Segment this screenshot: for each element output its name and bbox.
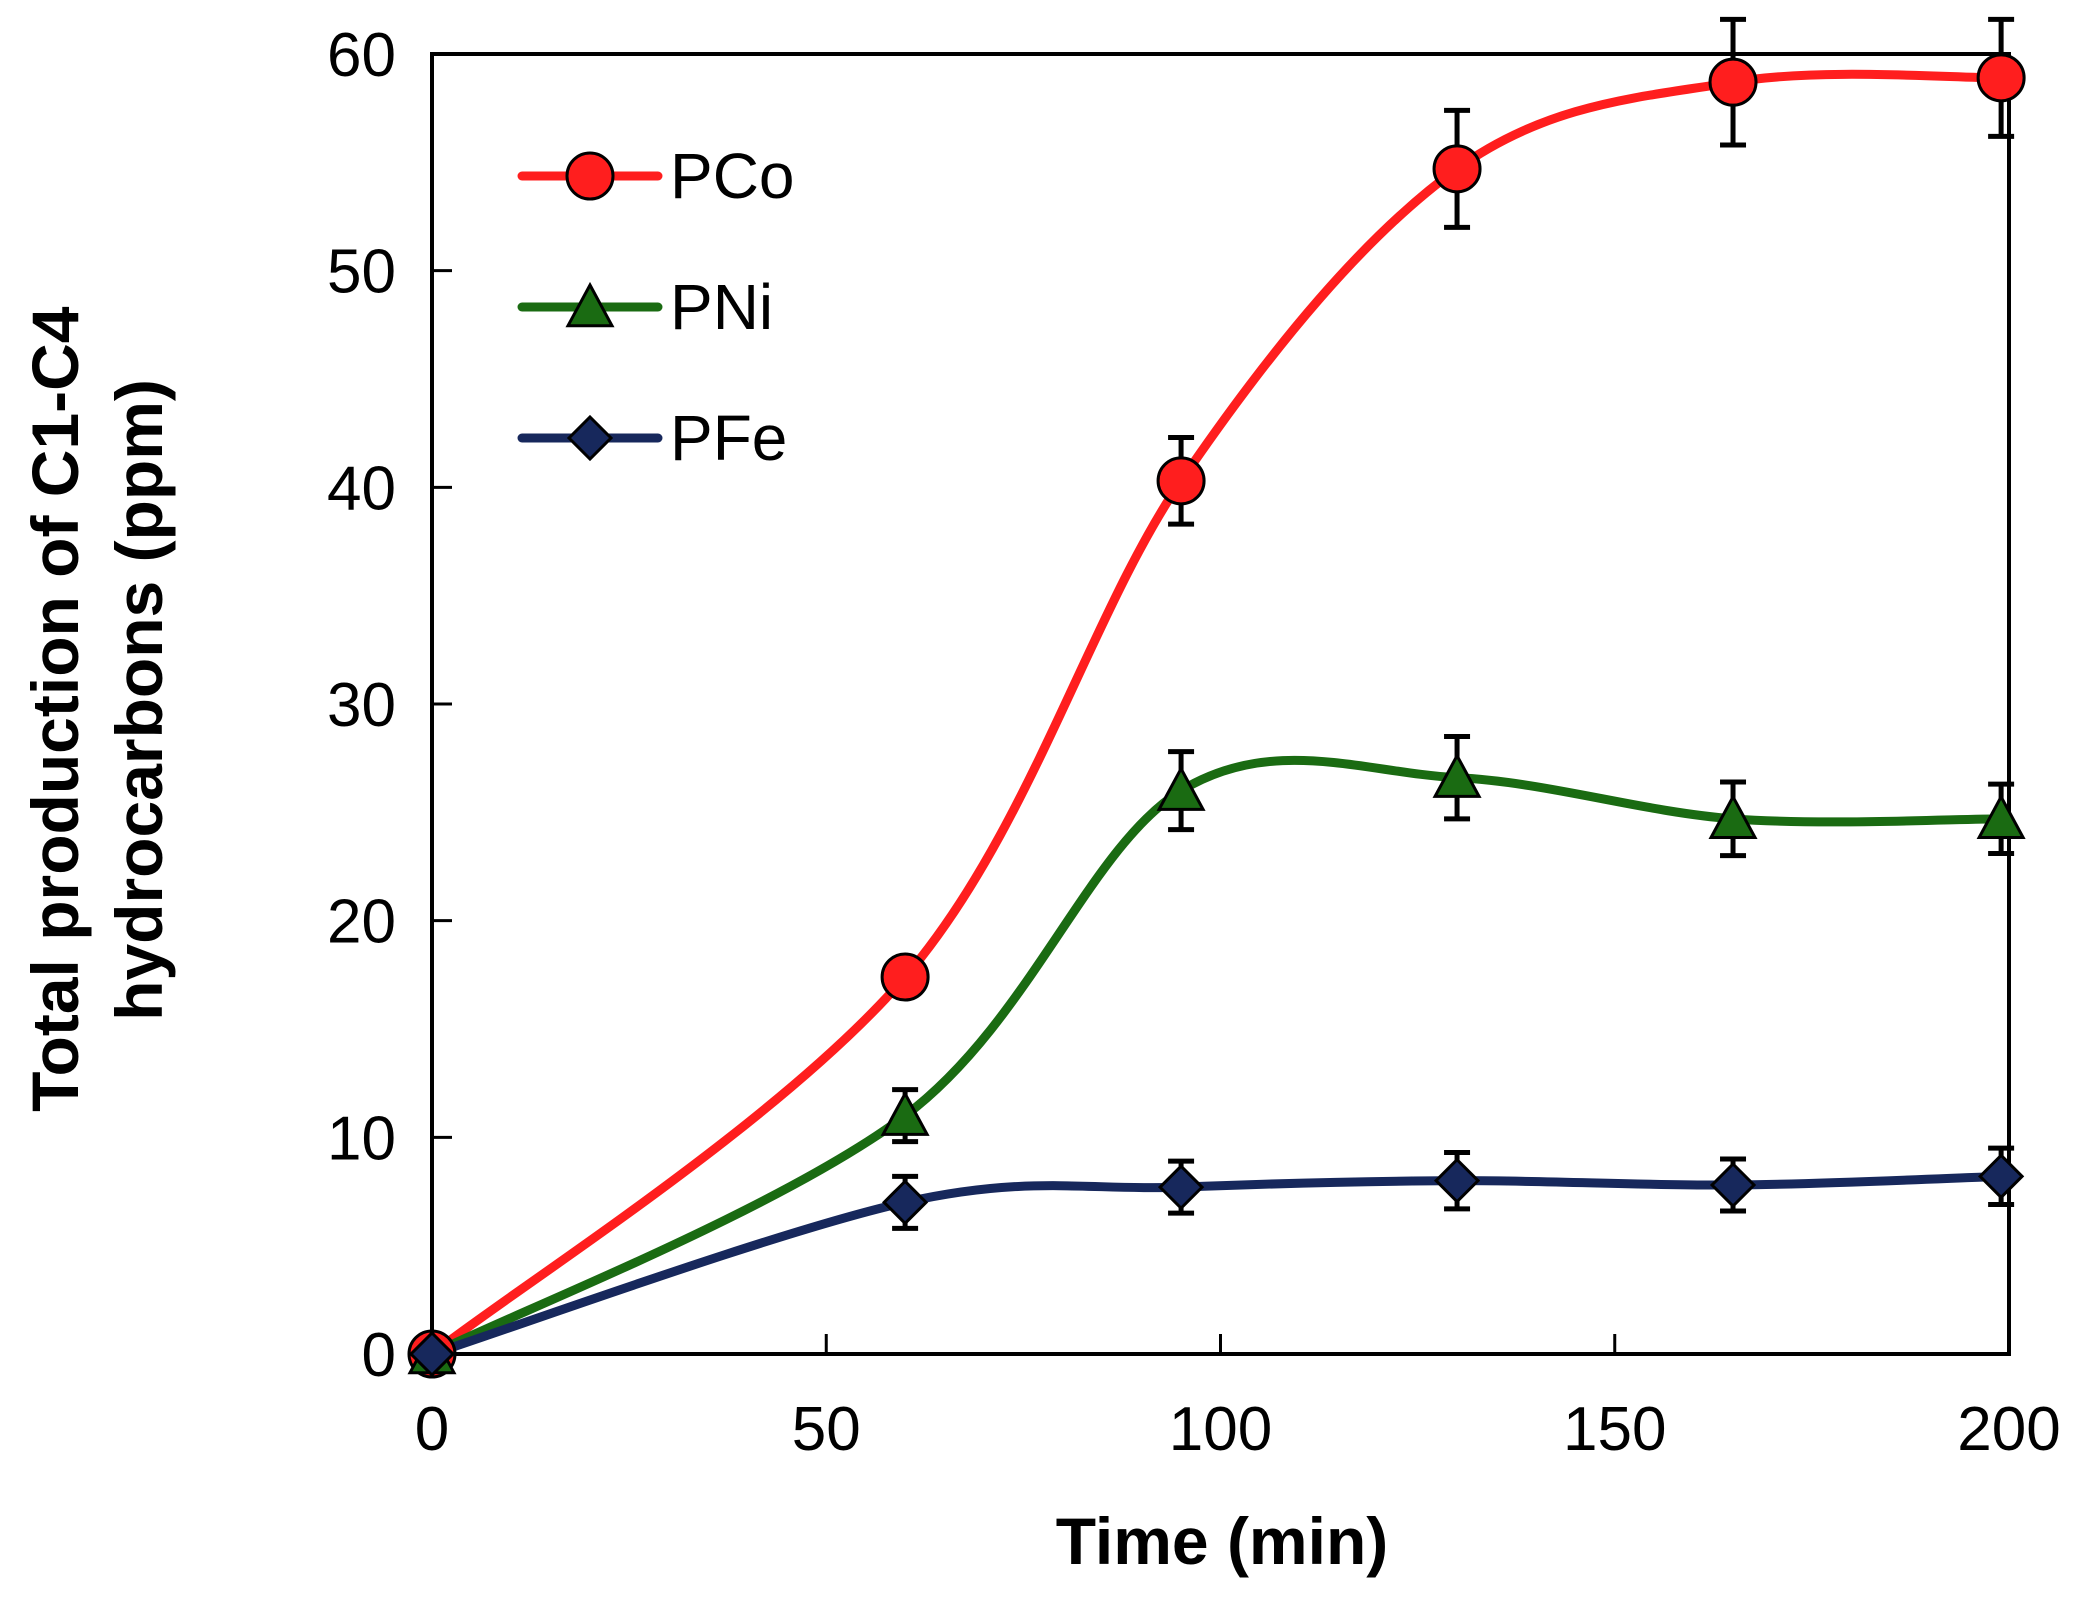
x-tick-label: 150 xyxy=(1563,1395,1666,1464)
y-axis-title: Total production of C1-C4 hydrocarbons (… xyxy=(18,288,176,1112)
legend-label-pco: PCo xyxy=(670,140,795,212)
x-tick-label: 50 xyxy=(792,1395,861,1464)
data-markers xyxy=(407,53,2026,1379)
point-pfe xyxy=(1157,1164,1205,1211)
point-pni xyxy=(1708,793,1758,840)
legend-item-pco: PCo xyxy=(517,140,795,212)
legend-marker-pni xyxy=(565,281,615,328)
y-axis-title-line-2: hydrocarbons (ppm) xyxy=(102,379,176,1021)
y-tick-label: 10 xyxy=(327,1104,396,1173)
legend-label-pfe: PFe xyxy=(670,402,787,474)
y-axis-title-line-1: Total production of C1-C4 xyxy=(18,306,92,1112)
series-line-pco xyxy=(427,69,2006,1359)
legend-item-pni: PNi xyxy=(517,271,773,343)
point-pco xyxy=(1432,144,1482,194)
y-tick-label: 0 xyxy=(362,1321,396,1390)
error-bars xyxy=(892,16,2015,1231)
legend-label-pni: PNi xyxy=(670,271,773,343)
x-axis-title: Time (min) xyxy=(1056,1504,1388,1578)
point-pni xyxy=(880,1090,930,1136)
point-pco xyxy=(1156,456,1206,506)
point-pni xyxy=(1976,793,2026,840)
x-tick-label: 100 xyxy=(1169,1395,1272,1464)
y-tick-label: 30 xyxy=(327,671,396,740)
y-tick-label: 40 xyxy=(327,454,396,523)
point-pfe xyxy=(408,1330,456,1378)
x-tick-label: 0 xyxy=(415,1395,449,1464)
series-line-pfe xyxy=(427,1171,2006,1359)
y-tick-label: 60 xyxy=(327,21,396,90)
point-pco xyxy=(1976,53,2026,103)
point-pco xyxy=(880,952,930,1002)
axis-ticks: 0 10 20 30 40 50 60 0 50 100 150 200 xyxy=(327,21,2061,1464)
point-pfe xyxy=(1977,1153,2025,1200)
series-lines xyxy=(427,69,2006,1359)
plot-frame xyxy=(430,52,2011,1356)
point-pfe xyxy=(1433,1157,1481,1204)
y-tick-label: 20 xyxy=(327,888,396,957)
point-pni xyxy=(1156,765,1206,811)
point-pco xyxy=(1708,57,1758,107)
point-pfe xyxy=(1709,1161,1757,1209)
series-line-pni xyxy=(427,755,2006,1359)
point-pfe xyxy=(881,1179,929,1226)
y-tick-label: 50 xyxy=(327,238,396,307)
legend: PCo PNi PFe xyxy=(517,140,795,474)
legend-marker-pco xyxy=(565,151,615,201)
legend-marker-pfe xyxy=(566,414,614,462)
legend-item-pfe: PFe xyxy=(517,402,787,474)
point-pni xyxy=(1432,752,1482,798)
x-tick-label: 200 xyxy=(1957,1395,2060,1464)
